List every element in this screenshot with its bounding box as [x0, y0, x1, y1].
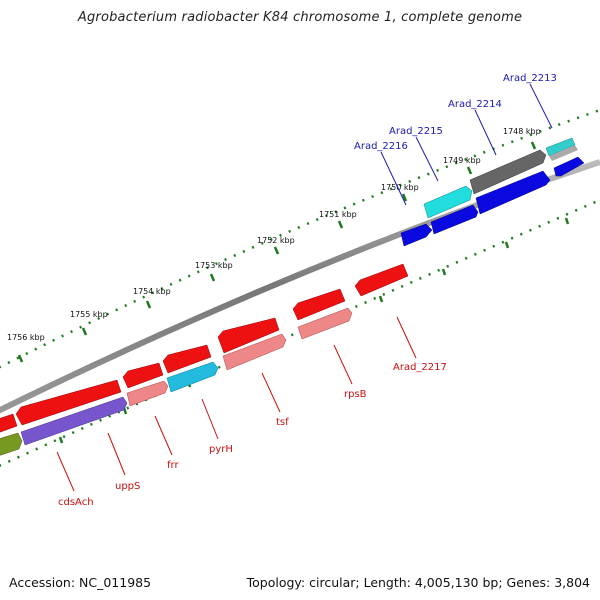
gene-arad-2214[interactable]	[469, 149, 547, 195]
tick-1752	[273, 246, 280, 255]
tick-1753	[209, 273, 216, 282]
gene-label-cdsach[interactable]: cdsAch	[58, 497, 94, 508]
gene-arad-2216[interactable]	[430, 204, 479, 235]
gene-right-blue	[553, 156, 585, 177]
tick-1749	[466, 166, 473, 175]
major-ticks	[17, 141, 537, 363]
gene-tsf-red	[217, 317, 280, 354]
gene-upps[interactable]	[20, 396, 128, 446]
gene-pyrh-red	[162, 344, 212, 374]
map-title: Agrobacterium radiobacter K84 chromosome…	[77, 10, 523, 25]
gene-upps-red	[15, 379, 122, 426]
reverse-genes	[0, 263, 409, 456]
kbp-label: 1748 kbp	[503, 127, 541, 136]
kbp-label: 1754 kbp	[133, 287, 171, 296]
kbp-labels: 1748 kbp 1749 kbp 1750 kbp 1751 kbp 1752…	[7, 127, 541, 342]
tick-1748	[530, 141, 537, 150]
gene-label-arad-2214[interactable]: Arad_2214	[448, 99, 502, 110]
gene-frr-red	[122, 362, 164, 389]
inner-tick-track	[0, 198, 600, 467]
gene-label-arad-2216[interactable]: Arad_2216	[354, 141, 408, 152]
gene-label-frr[interactable]: frr	[167, 460, 179, 471]
kbp-label: 1749 kbp	[443, 156, 481, 165]
gene-label-arad-2217[interactable]: Arad_2217	[393, 362, 447, 373]
kbp-label: 1755 kbp	[70, 310, 108, 319]
forward-genes	[400, 137, 585, 247]
tick-1754	[145, 300, 152, 309]
kbp-label: 1756 kbp	[7, 333, 45, 342]
genome-summary-text: Topology: circular; Length: 4,005,130 bp…	[246, 575, 590, 590]
gene-label-arad-2213[interactable]: Arad_2213	[503, 73, 557, 84]
gene-frr[interactable]	[126, 380, 169, 407]
kbp-label: 1752 kbp	[257, 236, 295, 245]
gene-rpsb[interactable]	[297, 307, 353, 340]
kbp-label: 1751 kbp	[319, 210, 357, 219]
leader-lines	[56, 83, 553, 492]
gene-label-tsf[interactable]: tsf	[276, 417, 289, 428]
tick-1750	[401, 193, 408, 202]
tick-1756	[17, 354, 24, 363]
gene-label-upps[interactable]: uppS	[115, 481, 140, 492]
gene-labels: Arad_2213 Arad_2214 Arad_2215 Arad_2216 …	[58, 73, 557, 508]
gene-arad-2215[interactable]	[423, 185, 473, 219]
gene-red-mid	[292, 288, 346, 321]
gene-label-rpsb[interactable]: rpsB	[344, 389, 367, 400]
accession-text: Accession: NC_011985	[9, 575, 152, 590]
gene-pyrh[interactable]	[166, 361, 219, 393]
gene-cdsach[interactable]	[0, 413, 18, 434]
gene-olive	[0, 432, 23, 456]
kbp-label: 1750 kbp	[381, 183, 419, 192]
gene-blue-small	[400, 223, 433, 247]
gene-label-arad-2215[interactable]: Arad_2215	[389, 126, 443, 137]
gene-tsf[interactable]	[222, 333, 287, 371]
gene-blue-long	[475, 170, 551, 215]
tick-1755	[81, 327, 88, 336]
gene-label-pyrh[interactable]: pyrH	[209, 444, 233, 455]
gene-arad-2217[interactable]	[354, 263, 409, 297]
tick-1751	[337, 220, 344, 229]
gene-arad-2213-part	[549, 145, 578, 161]
kbp-label: 1753 kbp	[195, 261, 233, 270]
